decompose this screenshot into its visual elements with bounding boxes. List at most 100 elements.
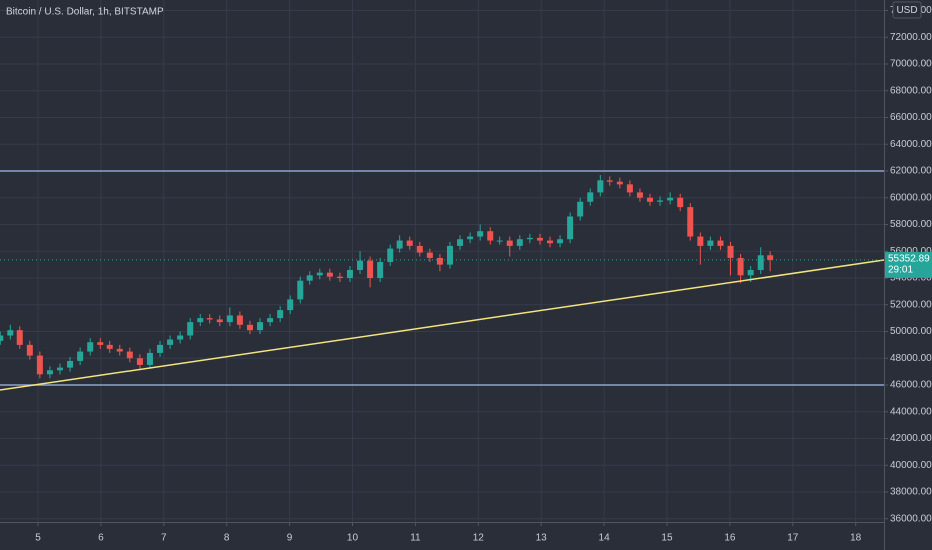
candle-body [26, 344, 33, 356]
candle [206, 314, 213, 324]
candle [157, 340, 164, 357]
candle [636, 188, 643, 202]
candle [727, 241, 734, 276]
candle [0, 331, 4, 345]
candle [406, 236, 413, 250]
candle-body [287, 299, 294, 311]
candle-body [546, 240, 553, 244]
x-tick-label: 5 [35, 533, 41, 544]
candle-body [516, 239, 523, 246]
candle-body [767, 255, 774, 260]
candle [616, 177, 623, 189]
candle-body [616, 181, 623, 185]
candle [587, 188, 594, 206]
x-tick-label: 10 [347, 533, 359, 544]
candle [267, 314, 274, 327]
y-tick-label: 70000.00 [890, 59, 932, 70]
candle [667, 192, 674, 205]
candle [426, 248, 433, 262]
x-tick-label: 7 [161, 533, 167, 544]
candle [177, 331, 184, 344]
candle-body [757, 255, 764, 270]
candle [657, 196, 664, 206]
candle-body [457, 239, 464, 246]
y-tick-label: 40000.00 [890, 460, 932, 471]
candle [357, 251, 364, 274]
candle-body [626, 184, 633, 193]
candle-body [136, 358, 143, 365]
candle [757, 247, 764, 274]
candle [97, 338, 104, 349]
candle-body [387, 248, 394, 262]
candle-body [226, 315, 233, 323]
candle [506, 236, 513, 257]
candle [647, 193, 654, 206]
time-axis-bg [0, 522, 932, 550]
candle [126, 347, 133, 363]
candle [287, 295, 294, 315]
candle [326, 268, 333, 281]
trend-line [0, 259, 885, 391]
y-tick-label: 42000.00 [890, 433, 932, 444]
candle-body [306, 275, 313, 281]
x-tick-label: 12 [473, 533, 485, 544]
candle [477, 224, 484, 241]
axis-layer: 36000.00 38000.00 40000.00 42000.00 44000.00… [35, 5, 932, 544]
y-tick-label: 68000.00 [890, 85, 932, 96]
candle [26, 340, 33, 360]
candle-body [606, 180, 613, 182]
candle-body [177, 335, 184, 340]
candle-body [377, 261, 384, 278]
y-tick-label: 56000.00 [890, 246, 932, 257]
candle [677, 193, 684, 212]
candle [346, 265, 353, 283]
candle-body [557, 239, 564, 244]
candle-body [106, 344, 113, 349]
candle [467, 232, 474, 244]
candle-body [267, 318, 274, 323]
x-tick-label: 9 [287, 533, 293, 544]
overlay-layer [0, 259, 885, 391]
candle-body [67, 360, 74, 368]
candle-body [737, 257, 744, 276]
candle [116, 344, 123, 356]
candle-body [157, 344, 164, 353]
candle [767, 251, 774, 272]
candle-body [567, 216, 574, 240]
candle-body [146, 352, 153, 365]
candle-body [367, 260, 374, 278]
candle [546, 236, 553, 248]
candle-body [87, 342, 94, 352]
candle [526, 233, 533, 244]
candle-body [326, 272, 333, 277]
candle-body [277, 310, 284, 319]
candle [367, 256, 374, 288]
candle-layer [0, 175, 774, 379]
currency-badge[interactable] [892, 1, 922, 19]
candle [136, 354, 143, 369]
x-tick-label: 15 [661, 533, 673, 544]
candle [7, 324, 14, 340]
candle [387, 244, 394, 266]
candle-body [357, 260, 364, 270]
candle [577, 197, 584, 221]
candle-body [496, 240, 503, 242]
candle-body [316, 272, 323, 276]
y-tick-label: 60000.00 [890, 192, 932, 203]
x-tick-label: 18 [850, 533, 862, 544]
candle [457, 235, 464, 250]
level-layer [0, 170, 884, 386]
y-tick-label: 72000.00 [890, 32, 932, 43]
candle-body [97, 342, 104, 345]
candle-body [487, 231, 494, 241]
candle [16, 326, 23, 349]
candle [167, 335, 174, 349]
chart-title: Bitcoin / U.S. Dollar, 1h, BITSTAMP [6, 7, 164, 18]
candle-body [297, 280, 304, 300]
candle [496, 236, 503, 245]
x-tick-label: 16 [724, 533, 736, 544]
y-tick-label: 64000.00 [890, 139, 932, 150]
y-tick-label: 38000.00 [890, 487, 932, 498]
candle-body [406, 240, 413, 246]
